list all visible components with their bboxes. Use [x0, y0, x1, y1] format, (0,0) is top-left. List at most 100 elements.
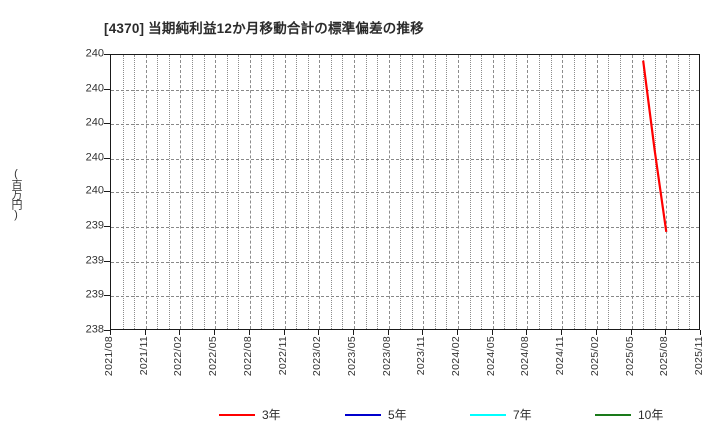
horizontal-gridline — [111, 192, 699, 194]
vertical-gridline — [596, 55, 598, 329]
horizontal-gridline — [111, 227, 699, 229]
legend-swatch-icon — [345, 414, 381, 416]
x-tick-label: 2021/11 — [137, 336, 150, 376]
vertical-gridline — [434, 55, 436, 329]
vertical-gridline — [307, 55, 309, 329]
vertical-gridline — [515, 55, 517, 329]
vertical-gridline — [492, 55, 494, 329]
horizontal-gridline — [111, 158, 699, 160]
chart-legend: 3年 5年 7年 10年 — [0, 404, 720, 430]
vertical-gridline — [168, 55, 170, 329]
legend-swatch-icon — [595, 414, 631, 416]
x-tick-label: 2023/05 — [345, 336, 358, 377]
x-tick-label: 2024/05 — [484, 336, 497, 377]
legend-label: 5年 — [388, 408, 407, 422]
vertical-gridline — [469, 55, 471, 329]
vertical-gridline — [157, 55, 159, 329]
vertical-gridline — [180, 55, 182, 329]
x-tick-mark — [526, 330, 528, 335]
y-tick-label: 240 — [85, 47, 104, 60]
x-tick-label: 2025/05 — [623, 336, 636, 377]
x-tick-label: 2022/05 — [207, 336, 220, 377]
vertical-gridline — [504, 55, 506, 329]
vertical-gridline — [620, 55, 622, 329]
y-tick-mark — [104, 88, 110, 90]
vertical-gridline — [284, 55, 286, 329]
vertical-gridline — [388, 55, 390, 329]
x-tick-label: 2022/11 — [276, 336, 289, 376]
x-tick-mark — [179, 330, 181, 335]
vertical-gridline — [272, 55, 274, 329]
legend-item-5年[interactable]: 5年 — [345, 404, 407, 426]
y-tick-label: 239 — [85, 219, 104, 232]
vertical-gridline — [677, 55, 679, 329]
vertical-gridline — [481, 55, 483, 329]
x-tick-mark — [491, 330, 493, 335]
horizontal-gridline — [111, 123, 699, 125]
vertical-gridline — [458, 55, 460, 329]
x-tick-mark — [630, 330, 632, 335]
legend-label: 3年 — [262, 408, 281, 422]
x-tick-mark — [144, 330, 146, 335]
vertical-gridline — [446, 55, 448, 329]
legend-swatch-icon — [219, 414, 255, 416]
y-tick-mark — [104, 226, 110, 228]
y-tick-label: 239 — [85, 254, 104, 267]
chart-title: [4370] 当期純利益12か月移動合計の標準偏差の推移 — [104, 21, 424, 36]
x-tick-mark — [248, 330, 250, 335]
vertical-gridline — [654, 55, 656, 329]
vertical-gridline — [249, 55, 251, 329]
y-tick-mark — [104, 122, 110, 124]
vertical-gridline — [377, 55, 379, 329]
x-tick-label: 2025/02 — [588, 336, 601, 377]
y-tick-mark — [104, 330, 110, 331]
vertical-gridline — [342, 55, 344, 329]
vertical-gridline — [261, 55, 263, 329]
vertical-gridline — [573, 55, 575, 329]
x-tick-mark — [561, 330, 563, 335]
y-tick-label: 238 — [85, 323, 104, 336]
vertical-gridline — [122, 55, 124, 329]
legend-item-3年[interactable]: 3年 — [219, 404, 281, 426]
x-tick-mark — [110, 330, 111, 335]
x-tick-mark — [387, 330, 389, 335]
vertical-gridline — [643, 55, 645, 329]
vertical-gridline — [411, 55, 413, 329]
vertical-gridline — [585, 55, 587, 329]
vertical-gridline — [400, 55, 402, 329]
x-tick-mark — [595, 330, 597, 335]
vertical-gridline — [353, 55, 355, 329]
x-tick-label: 2025/11 — [693, 336, 705, 376]
y-tick-label: 240 — [85, 151, 104, 164]
y-tick-label: 240 — [85, 82, 104, 95]
x-tick-label: 2025/08 — [658, 336, 671, 377]
vertical-gridline — [539, 55, 541, 329]
x-tick-mark — [318, 330, 320, 335]
vertical-gridline — [423, 55, 425, 329]
y-tick-label: 240 — [85, 184, 104, 197]
vertical-gridline — [666, 55, 668, 329]
x-tick-mark — [700, 330, 701, 335]
x-tick-label: 2023/08 — [380, 336, 393, 377]
x-tick-mark — [352, 330, 354, 335]
legend-label: 7年 — [513, 408, 532, 422]
vertical-gridline — [330, 55, 332, 329]
series-line-3年 — [642, 60, 668, 233]
vertical-gridline — [134, 55, 136, 329]
legend-item-7年[interactable]: 7年 — [470, 404, 532, 426]
vertical-gridline — [631, 55, 633, 329]
vertical-gridline — [296, 55, 298, 329]
horizontal-gridline — [111, 89, 699, 91]
legend-swatch-icon — [470, 414, 506, 416]
x-tick-label: 2023/02 — [311, 336, 324, 377]
vertical-gridline — [689, 55, 691, 329]
x-tick-mark — [457, 330, 459, 335]
legend-item-10年[interactable]: 10年 — [595, 404, 663, 426]
x-tick-label: 2024/02 — [450, 336, 463, 377]
x-tick-mark — [283, 330, 285, 335]
horizontal-gridline — [111, 296, 699, 298]
vertical-gridline — [527, 55, 529, 329]
horizontal-gridline — [111, 262, 699, 264]
vertical-gridline — [191, 55, 193, 329]
